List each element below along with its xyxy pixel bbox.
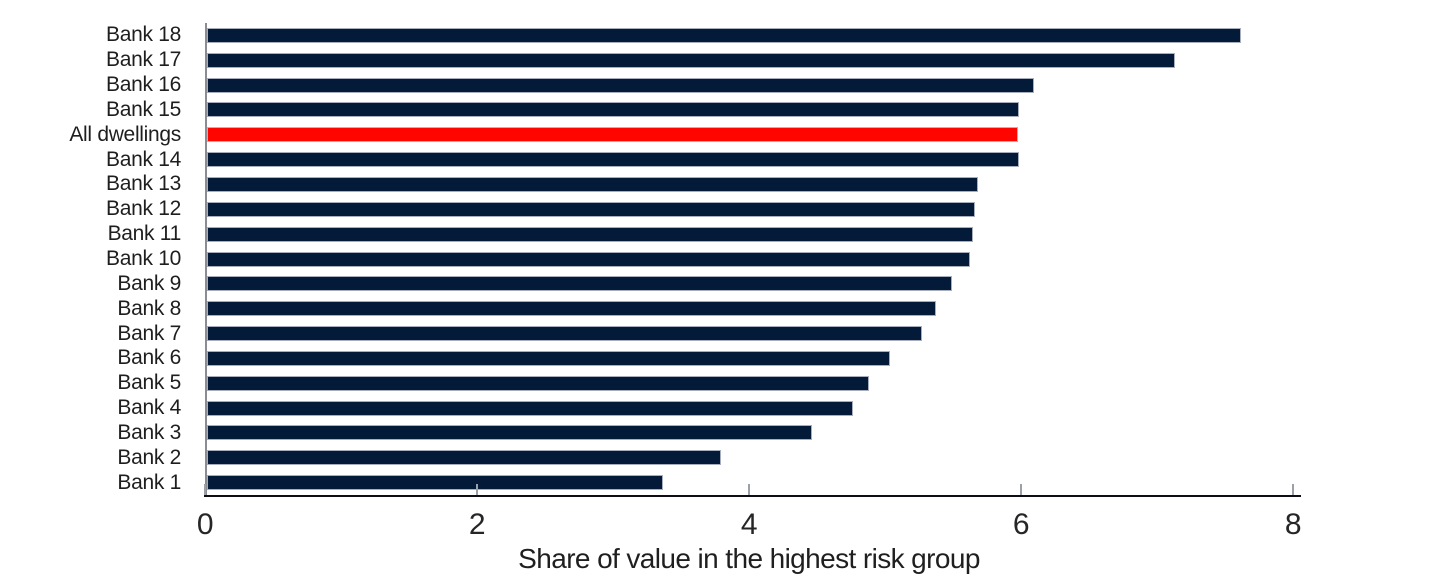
plot-area [205,23,1295,495]
bar [207,52,1176,68]
bar [207,375,870,391]
bar [207,27,1241,43]
bar-row [207,470,1295,495]
category-label: Bank 2 [117,445,181,469]
bar [207,251,970,267]
x-tick-mark [1292,484,1294,495]
x-tick-label: 2 [468,508,486,541]
bar-row [207,23,1295,48]
x-tick-mark [1020,484,1022,495]
category-label: Bank 5 [117,371,181,395]
bar-row [207,98,1295,123]
bar [207,400,853,416]
highlight-bar [207,127,1018,143]
category-label: Bank 15 [106,97,181,121]
x-tick-mark [476,484,478,495]
bar-row [207,296,1295,321]
x-axis-line [204,495,1301,497]
bar [207,475,663,491]
category-labels: Bank 18 Bank 17 Bank 16 Bank 15 All dwelling… [0,23,193,495]
category-label: Bank 4 [117,396,181,420]
bar-row [207,147,1295,172]
bar [207,152,1019,168]
bar [207,425,813,441]
category-label: All dwellings [69,122,181,146]
bar-row [207,421,1295,446]
bar-row [207,122,1295,147]
bar [207,77,1034,93]
category-label: Bank 13 [106,172,181,196]
bar [207,350,890,366]
bar-row [207,321,1295,346]
x-axis-title: Share of value in the highest risk group [518,543,980,574]
bar [207,102,1019,118]
category-label: Bank 7 [117,321,181,345]
x-tick-label: 6 [1012,508,1030,541]
bar [207,201,976,217]
category-label: Bank 10 [106,247,181,271]
bar-row [207,197,1295,222]
category-label: Bank 1 [117,470,181,494]
bar [207,276,953,292]
bar-row [207,172,1295,197]
bar [207,326,923,342]
bar [207,176,979,192]
x-tick-label: 4 [740,508,758,541]
bar-rows [207,23,1295,495]
category-label: Bank 6 [117,346,181,370]
bar [207,301,936,317]
category-label: Bank 14 [106,147,181,171]
bar-row [207,445,1295,470]
category-label: Bank 17 [106,48,181,72]
bar-row [207,48,1295,73]
category-label: Bank 8 [117,296,181,320]
bar [207,450,722,466]
bar-row [207,346,1295,371]
bar-row [207,222,1295,247]
x-tick-mark [748,484,750,495]
category-label: Bank 9 [117,271,181,295]
bar-row [207,73,1295,98]
x-tick-label: 8 [1284,508,1302,541]
x-tick-label: 0 [196,508,214,541]
bar-row [207,371,1295,396]
bar-row [207,396,1295,421]
category-label: Bank 12 [106,197,181,221]
category-label: Bank 11 [107,222,182,246]
category-label: Bank 16 [106,73,181,97]
bar [207,226,973,242]
category-label: Bank 18 [106,23,181,47]
bar-row [207,247,1295,272]
category-label: Bank 3 [117,420,181,444]
x-tick-mark [204,484,206,495]
bar-row [207,271,1295,296]
